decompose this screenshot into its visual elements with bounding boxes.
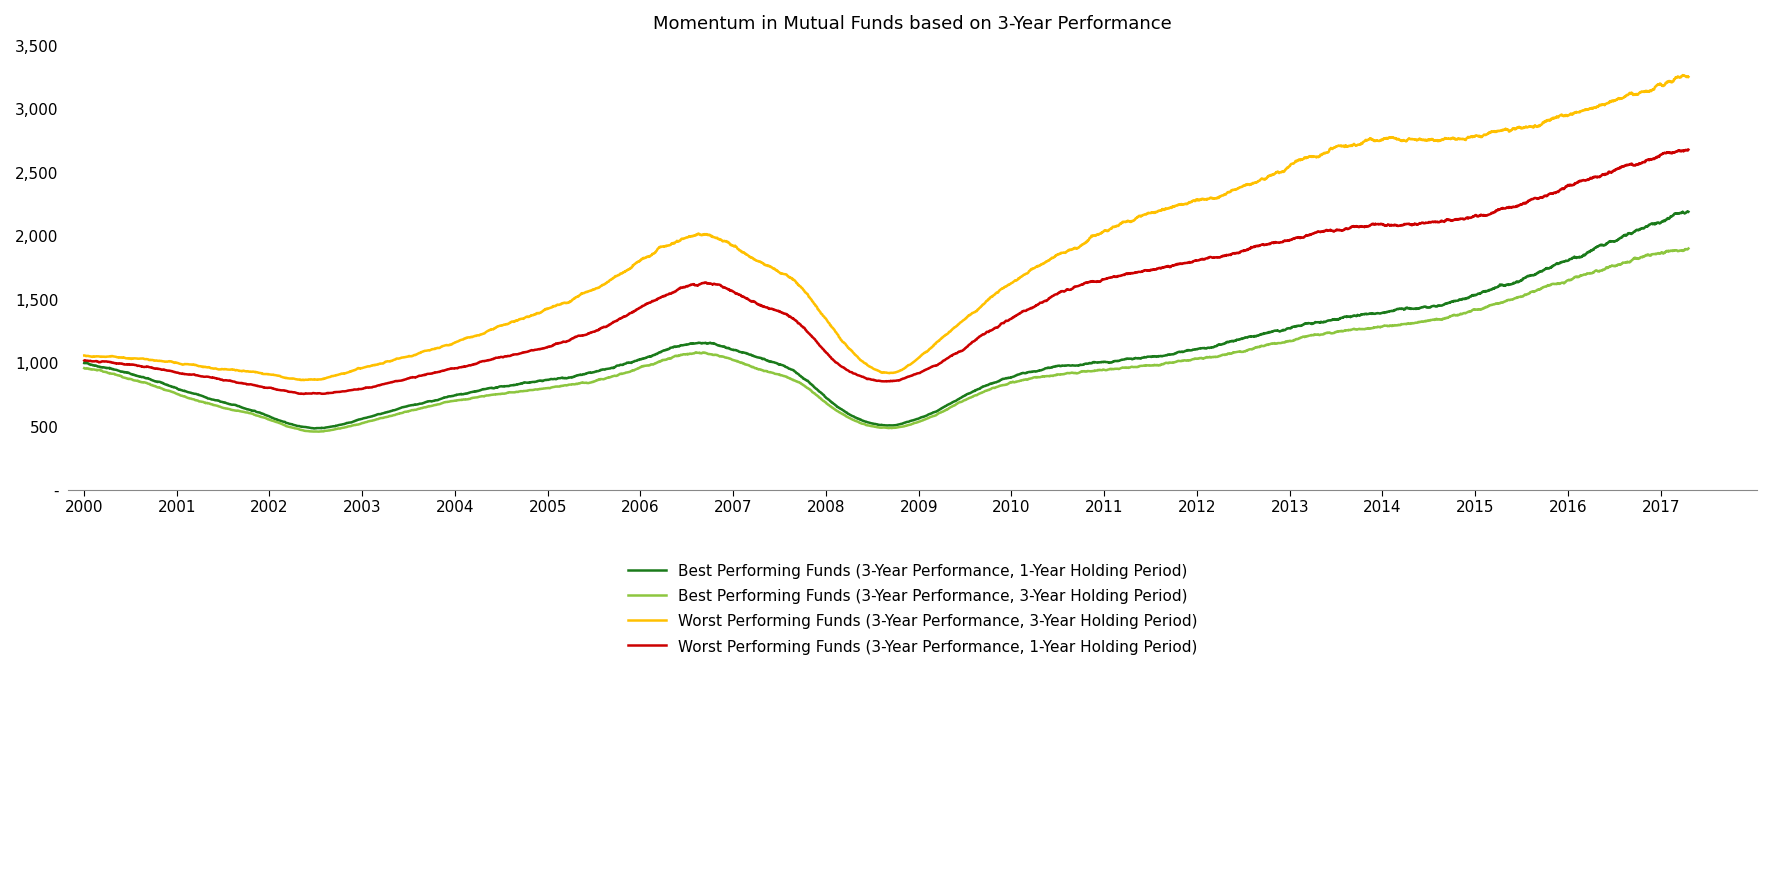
Title: Momentum in Mutual Funds based on 3-Year Performance: Momentum in Mutual Funds based on 3-Year… xyxy=(654,15,1171,33)
Line: Best Performing Funds (3-Year Performance, 1-Year Holding Period): Best Performing Funds (3-Year Performanc… xyxy=(85,212,1689,428)
Line: Best Performing Funds (3-Year Performance, 3-Year Holding Period): Best Performing Funds (3-Year Performanc… xyxy=(85,249,1689,432)
Line: Worst Performing Funds (3-Year Performance, 3-Year Holding Period): Worst Performing Funds (3-Year Performan… xyxy=(85,75,1689,381)
Legend: Best Performing Funds (3-Year Performance, 1-Year Holding Period), Best Performi: Best Performing Funds (3-Year Performanc… xyxy=(620,556,1205,662)
Line: Worst Performing Funds (3-Year Performance, 1-Year Holding Period): Worst Performing Funds (3-Year Performan… xyxy=(85,150,1689,394)
